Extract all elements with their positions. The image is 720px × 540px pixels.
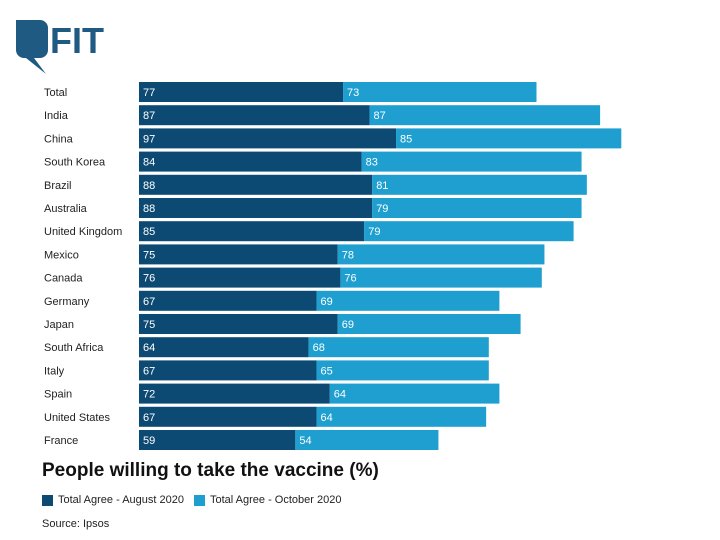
- legend-item-october: Total Agree - October 2020: [193, 494, 342, 506]
- bar-august: [139, 267, 341, 288]
- value-label-august: 88: [143, 180, 155, 192]
- bar-october: [340, 267, 542, 288]
- category-label: China: [44, 133, 74, 145]
- category-label: Germany: [44, 296, 90, 308]
- bar-august: [139, 360, 317, 381]
- value-label-august: 67: [143, 296, 155, 308]
- value-label-august: 72: [143, 389, 155, 401]
- value-label-august: 87: [143, 110, 155, 122]
- category-label: United States: [44, 412, 111, 424]
- value-label-october: 64: [321, 412, 333, 424]
- speech-bubble-icon: [16, 20, 48, 74]
- category-label: Brazil: [44, 180, 72, 192]
- value-label-october: 79: [368, 226, 380, 238]
- bar-october: [316, 406, 487, 427]
- legend-swatch-august: [42, 494, 53, 506]
- legend: Total Agree - August 2020 Total Agree - …: [42, 494, 351, 506]
- category-label: Canada: [44, 273, 83, 285]
- bar-august: [139, 105, 370, 126]
- value-label-october: 65: [321, 365, 333, 377]
- bar-october: [295, 430, 439, 450]
- category-label: India: [44, 110, 69, 122]
- bar-october: [343, 82, 537, 102]
- bar-august: [139, 151, 362, 172]
- bar-october: [396, 128, 622, 149]
- value-label-october: 78: [342, 249, 354, 261]
- bar-august: [139, 430, 296, 450]
- bar-august: [139, 128, 397, 149]
- stacked-bar-chart: Total 77 73 India 87 87 China 97 85 South Korea 84…: [44, 82, 622, 450]
- value-label-august: 85: [143, 226, 155, 238]
- value-label-august: 75: [143, 249, 155, 261]
- bar-august: [139, 198, 373, 218]
- bar-august: [139, 174, 373, 195]
- value-label-august: 64: [143, 342, 155, 354]
- value-label-august: 67: [143, 412, 155, 424]
- category-label: Japan: [44, 319, 74, 331]
- category-label: Spain: [44, 389, 72, 401]
- bar-august: [139, 337, 309, 358]
- bar-august: [139, 383, 330, 404]
- chart-title: People willing to take the vaccine (%): [42, 460, 379, 481]
- bar-october: [369, 105, 601, 126]
- category-label: France: [44, 435, 78, 447]
- value-label-october: 54: [299, 435, 311, 447]
- value-label-august: 59: [143, 435, 155, 447]
- bar-october: [316, 290, 500, 311]
- bar-october: [316, 360, 489, 381]
- bar-october: [308, 337, 489, 358]
- legend-label-august: Total Agree - August 2020: [58, 494, 184, 506]
- value-label-october: 68: [313, 342, 325, 354]
- category-label: Italy: [44, 365, 65, 377]
- value-label-october: 81: [376, 180, 388, 192]
- legend-label-october: Total Agree - October 2020: [209, 494, 342, 506]
- value-label-august: 88: [143, 203, 155, 215]
- bar-october: [337, 314, 521, 334]
- value-label-august: 77: [143, 87, 155, 99]
- value-label-august: 67: [143, 365, 155, 377]
- bar-august: [139, 82, 344, 102]
- value-label-october: 79: [376, 203, 388, 215]
- value-label-october: 85: [400, 133, 412, 145]
- category-label: South Korea: [44, 157, 106, 169]
- source-note: Source: Ipsos: [42, 518, 110, 530]
- value-label-october: 69: [342, 319, 354, 331]
- bar-october: [329, 383, 500, 404]
- category-label: South Africa: [44, 342, 104, 354]
- value-label-october: 76: [344, 273, 356, 285]
- fit-logo: FIT: [16, 20, 104, 74]
- category-label: United Kingdom: [44, 226, 122, 238]
- legend-item-august: Total Agree - August 2020: [42, 494, 184, 506]
- bar-august: [139, 314, 338, 334]
- bar-october: [372, 198, 582, 218]
- category-label: Australia: [44, 203, 88, 215]
- logo-text: FIT: [50, 20, 104, 61]
- bar-august: [139, 244, 338, 265]
- value-label-august: 97: [143, 133, 155, 145]
- value-label-august: 76: [143, 273, 155, 285]
- bar-august: [139, 406, 317, 427]
- value-label-august: 84: [143, 157, 155, 169]
- bar-october: [364, 221, 574, 242]
- bar-august: [139, 221, 365, 242]
- value-label-august: 75: [143, 319, 155, 331]
- bar-october: [361, 151, 582, 172]
- value-label-october: 69: [321, 296, 333, 308]
- legend-swatch-october: [193, 494, 205, 506]
- bar-october: [337, 244, 545, 265]
- value-label-october: 87: [374, 110, 386, 122]
- value-label-october: 73: [347, 87, 359, 99]
- value-label-october: 64: [334, 389, 346, 401]
- bar-october: [372, 174, 587, 195]
- value-label-october: 83: [366, 157, 378, 169]
- bar-august: [139, 290, 317, 311]
- category-label: Total: [44, 87, 67, 99]
- category-label: Mexico: [44, 249, 79, 261]
